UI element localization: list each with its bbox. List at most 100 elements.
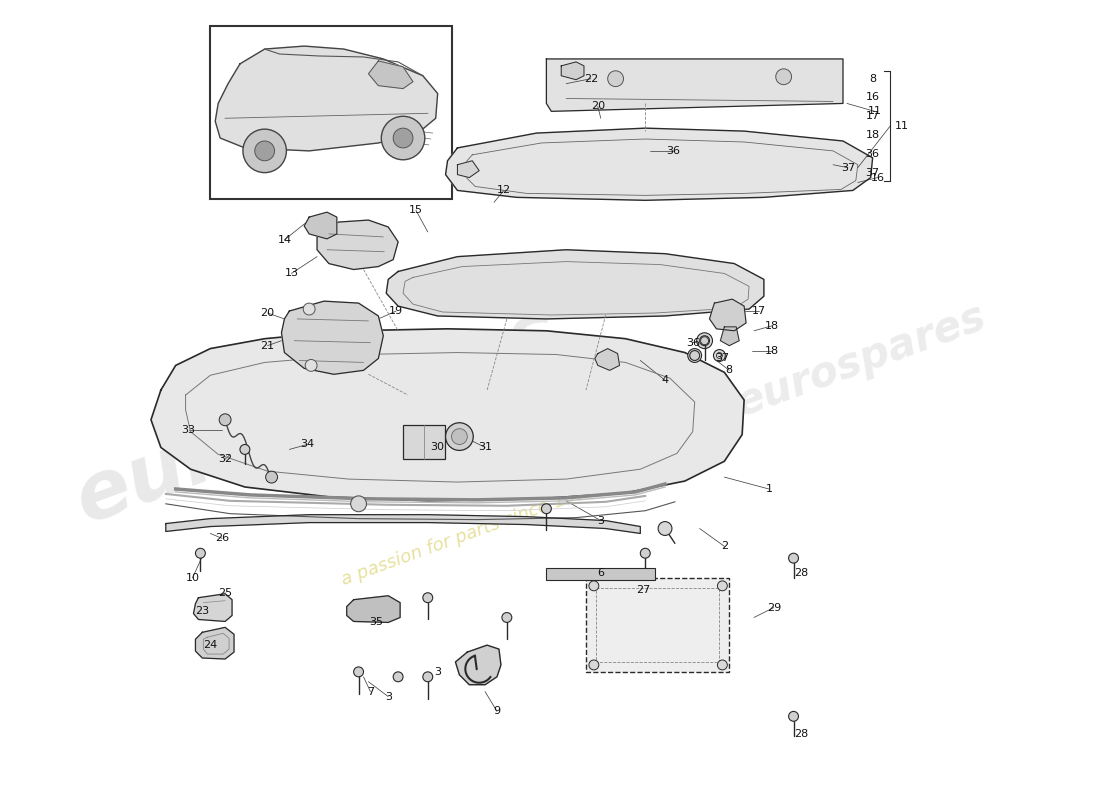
Polygon shape bbox=[282, 301, 383, 374]
Text: 4: 4 bbox=[661, 375, 669, 386]
Polygon shape bbox=[166, 514, 640, 534]
Circle shape bbox=[776, 69, 792, 85]
Text: 17: 17 bbox=[866, 111, 880, 122]
Polygon shape bbox=[446, 128, 872, 200]
Circle shape bbox=[640, 548, 650, 558]
Circle shape bbox=[690, 350, 700, 361]
Circle shape bbox=[393, 672, 403, 682]
Text: 17: 17 bbox=[752, 306, 766, 316]
Circle shape bbox=[422, 593, 432, 602]
Text: 37: 37 bbox=[715, 354, 729, 363]
Text: 7: 7 bbox=[367, 686, 374, 697]
Circle shape bbox=[696, 333, 713, 349]
Circle shape bbox=[789, 554, 799, 563]
Circle shape bbox=[304, 303, 315, 315]
Circle shape bbox=[789, 711, 799, 722]
Circle shape bbox=[219, 414, 231, 426]
Text: 37: 37 bbox=[866, 168, 880, 178]
Text: 3: 3 bbox=[434, 667, 441, 677]
Text: 24: 24 bbox=[204, 640, 218, 650]
Circle shape bbox=[502, 613, 512, 622]
Polygon shape bbox=[216, 46, 438, 151]
Text: 9: 9 bbox=[494, 706, 501, 716]
Text: 28: 28 bbox=[794, 568, 808, 578]
Text: 33: 33 bbox=[182, 425, 196, 434]
Text: 20: 20 bbox=[261, 308, 275, 318]
Bar bbox=[596, 588, 719, 662]
Text: 11: 11 bbox=[895, 121, 910, 130]
Text: 26: 26 bbox=[216, 534, 229, 543]
Bar bbox=[210, 26, 452, 199]
Circle shape bbox=[588, 581, 598, 590]
Bar bbox=[547, 568, 656, 580]
Polygon shape bbox=[196, 627, 234, 659]
Text: 37: 37 bbox=[840, 162, 855, 173]
Circle shape bbox=[243, 129, 286, 173]
Bar bbox=[403, 425, 444, 459]
Circle shape bbox=[714, 350, 725, 362]
Text: 21: 21 bbox=[261, 341, 275, 350]
Circle shape bbox=[266, 471, 277, 483]
Polygon shape bbox=[561, 62, 584, 80]
Circle shape bbox=[351, 496, 366, 512]
Text: 13: 13 bbox=[285, 269, 298, 278]
Text: 36: 36 bbox=[685, 338, 700, 348]
Polygon shape bbox=[547, 59, 843, 111]
Text: eurospares: eurospares bbox=[730, 296, 991, 425]
Text: 2: 2 bbox=[720, 542, 728, 551]
Polygon shape bbox=[346, 596, 400, 622]
Text: 36: 36 bbox=[866, 149, 880, 159]
Text: 36: 36 bbox=[666, 146, 680, 156]
Text: 20: 20 bbox=[591, 102, 605, 111]
Circle shape bbox=[700, 336, 710, 346]
Circle shape bbox=[446, 422, 473, 450]
Circle shape bbox=[451, 429, 468, 445]
Text: 3: 3 bbox=[385, 691, 392, 702]
Text: 30: 30 bbox=[431, 442, 444, 453]
Text: 14: 14 bbox=[277, 235, 292, 245]
Circle shape bbox=[717, 581, 727, 590]
Text: 8: 8 bbox=[726, 366, 733, 375]
Text: 28: 28 bbox=[794, 729, 808, 739]
Circle shape bbox=[588, 660, 598, 670]
Text: 18: 18 bbox=[764, 321, 779, 331]
Polygon shape bbox=[151, 329, 744, 501]
Text: 34: 34 bbox=[300, 439, 315, 450]
Text: 16: 16 bbox=[866, 93, 880, 102]
Circle shape bbox=[353, 667, 363, 677]
Circle shape bbox=[305, 359, 317, 371]
Circle shape bbox=[255, 141, 275, 161]
Circle shape bbox=[196, 548, 206, 558]
Circle shape bbox=[607, 71, 624, 86]
Circle shape bbox=[541, 504, 551, 514]
Text: 8: 8 bbox=[869, 74, 877, 84]
Text: 27: 27 bbox=[636, 585, 650, 595]
Text: 18: 18 bbox=[764, 346, 779, 355]
Polygon shape bbox=[455, 645, 500, 685]
Polygon shape bbox=[710, 299, 746, 331]
Text: 16: 16 bbox=[870, 173, 884, 182]
Circle shape bbox=[422, 672, 432, 682]
Text: 19: 19 bbox=[389, 306, 404, 316]
Polygon shape bbox=[194, 594, 232, 622]
Text: a passion for parts since 1985: a passion for parts since 1985 bbox=[339, 479, 601, 590]
Circle shape bbox=[393, 128, 412, 148]
Circle shape bbox=[658, 522, 672, 535]
Text: 22: 22 bbox=[584, 74, 598, 84]
Text: 1: 1 bbox=[766, 484, 772, 494]
Text: 12: 12 bbox=[497, 186, 512, 195]
Polygon shape bbox=[368, 61, 412, 89]
Polygon shape bbox=[305, 212, 337, 239]
Polygon shape bbox=[595, 349, 619, 370]
Circle shape bbox=[688, 349, 702, 362]
Text: 18: 18 bbox=[866, 130, 880, 140]
Text: 6: 6 bbox=[597, 568, 604, 578]
Bar bbox=[586, 578, 729, 672]
Circle shape bbox=[717, 660, 727, 670]
Text: eurospares: eurospares bbox=[65, 292, 570, 539]
Circle shape bbox=[382, 116, 425, 160]
Text: 11: 11 bbox=[868, 106, 881, 116]
Polygon shape bbox=[317, 220, 398, 270]
Polygon shape bbox=[458, 161, 480, 178]
Text: 10: 10 bbox=[186, 573, 199, 583]
